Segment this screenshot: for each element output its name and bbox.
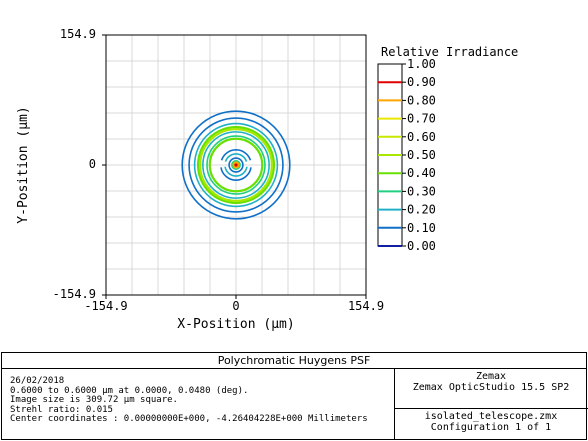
legend-label: 0.80 <box>407 93 436 107</box>
legend-label: 0.00 <box>407 239 436 253</box>
y-tick-label-mid: 0 <box>89 157 96 171</box>
info-hdivider <box>394 408 588 409</box>
legend-label: 0.20 <box>407 203 436 217</box>
x-axis-label: X-Position (µm) <box>177 317 294 332</box>
info-panel: Polychromatic Huygens PSF 26/02/2018 0.6… <box>1 352 587 440</box>
x-tick-label-left: -154.9 <box>84 299 127 313</box>
info-title: Polychromatic Huygens PSF <box>2 353 586 369</box>
y-tick-label-top: 154.9 <box>60 27 96 41</box>
info-file: isolated_telescope.zmx Configuration 1 o… <box>395 412 587 433</box>
legend-label: 0.70 <box>407 112 436 126</box>
info-version: Zemax OpticStudio 15.5 SP2 <box>395 383 587 394</box>
y-axis-label: Y-Position (µm) <box>16 106 31 223</box>
legend: 1.00 0.90 0.80 0.70 0.60 0.50 0.40 0.30 0.20 0.10… <box>378 57 436 253</box>
info-details: 26/02/2018 0.6000 to 0.6000 µm at 0.0000… <box>10 377 390 425</box>
legend-label: 0.60 <box>407 130 436 144</box>
legend-label: 0.10 <box>407 221 436 235</box>
info-company: Zemax <box>395 372 587 383</box>
contour-lines <box>182 111 290 219</box>
legend-title: Relative Irradiance <box>381 45 518 59</box>
legend-label: 1.00 <box>407 57 436 71</box>
x-tick-label-right: 154.9 <box>348 299 384 313</box>
legend-label: 0.30 <box>407 184 436 198</box>
info-software: Zemax Zemax OpticStudio 15.5 SP2 <box>395 372 587 393</box>
legend-label: 0.90 <box>407 75 436 89</box>
legend-label: 0.40 <box>407 166 436 180</box>
info-configuration: Configuration 1 of 1 <box>395 423 587 434</box>
psf-peak <box>234 163 237 166</box>
info-filename: isolated_telescope.zmx <box>395 412 587 423</box>
psf-contour-plot: 154.9 0 -154.9 -154.9 0 154.9 X-Position… <box>0 0 588 345</box>
x-tick-label-mid: 0 <box>232 299 239 313</box>
info-center-coords: Center coordinates : 0.00000000E+000, -4… <box>10 415 390 425</box>
legend-label: 0.50 <box>407 148 436 162</box>
